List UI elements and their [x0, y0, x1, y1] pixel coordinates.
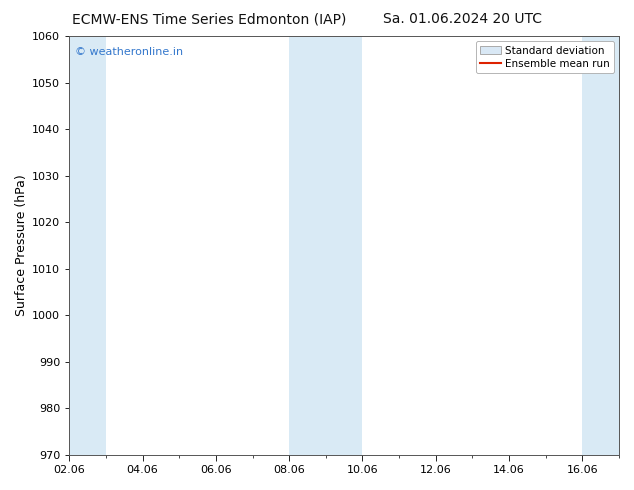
Text: ECMW-ENS Time Series Edmonton (IAP): ECMW-ENS Time Series Edmonton (IAP): [72, 12, 346, 26]
Legend: Standard deviation, Ensemble mean run: Standard deviation, Ensemble mean run: [476, 41, 614, 73]
Bar: [69, 36, 106, 455]
Bar: [583, 36, 619, 455]
Text: Sa. 01.06.2024 20 UTC: Sa. 01.06.2024 20 UTC: [384, 12, 542, 26]
Y-axis label: Surface Pressure (hPa): Surface Pressure (hPa): [15, 174, 28, 316]
Bar: [289, 36, 363, 455]
Text: © weatheronline.in: © weatheronline.in: [75, 47, 183, 57]
